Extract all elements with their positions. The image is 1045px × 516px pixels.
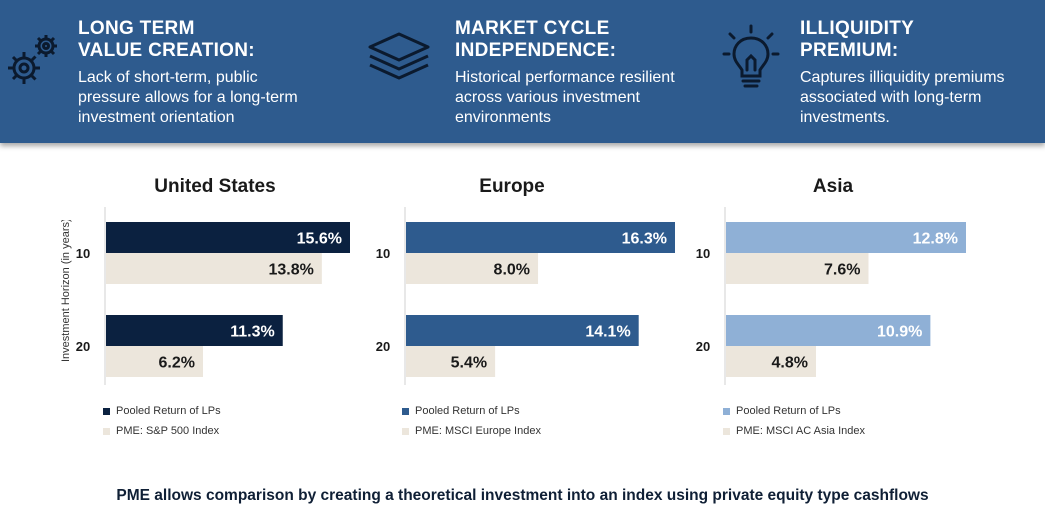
bar bbox=[106, 315, 283, 346]
legend-europe: Pooled Return of LPs PME: MSCI Europe In… bbox=[402, 401, 541, 441]
bar bbox=[726, 346, 816, 377]
feature-desc-line: Lack of short-term, public bbox=[78, 69, 258, 86]
category-tick-label: 10 bbox=[376, 246, 390, 261]
legend-item: Pooled Return of LPs bbox=[402, 401, 541, 421]
feature-illiquidity: ILLIQUIDITY PREMIUM: Captures illiquidit… bbox=[800, 18, 1005, 128]
feature-market-cycle: MARKET CYCLE INDEPENDENCE: Historical pe… bbox=[455, 18, 675, 128]
feature-title: PREMIUM: bbox=[800, 40, 899, 61]
bar bbox=[106, 222, 350, 253]
feature-title: LONG TERM bbox=[78, 18, 195, 39]
bar bbox=[106, 253, 322, 284]
feature-desc-line: investments. bbox=[800, 109, 890, 126]
gears-icon bbox=[8, 35, 57, 84]
feature-description: Historical performance resilient across … bbox=[455, 68, 675, 128]
feature-description: Lack of short-term, public pressure allo… bbox=[78, 68, 298, 128]
legend-asia: Pooled Return of LPs PME: MSCI AC Asia I… bbox=[723, 401, 865, 441]
bar bbox=[406, 253, 539, 284]
footer-note: PME allows comparison by creating a theo… bbox=[116, 487, 929, 504]
legend-item: Pooled Return of LPs bbox=[103, 401, 221, 421]
legend-swatch bbox=[103, 427, 110, 435]
feature-desc-line: pressure allows for a long-term bbox=[78, 89, 298, 106]
feature-desc-line: associated with long-term bbox=[800, 89, 982, 106]
legend-item: Pooled Return of LPs bbox=[723, 401, 865, 421]
legend-swatch bbox=[103, 407, 110, 415]
data-label: 15.6% bbox=[297, 231, 342, 248]
feature-title: VALUE CREATION: bbox=[78, 40, 255, 61]
legend-label: Pooled Return of LPs bbox=[736, 405, 841, 417]
data-label: 13.8% bbox=[268, 262, 313, 279]
legend-swatch bbox=[402, 407, 409, 415]
feature-title: INDEPENDENCE: bbox=[455, 40, 617, 61]
legend-swatch bbox=[723, 407, 730, 415]
lightbulb-icon bbox=[722, 24, 780, 88]
chart-title-us: United States bbox=[154, 176, 276, 197]
data-label: 14.1% bbox=[585, 324, 630, 341]
feature-title: MARKET CYCLE bbox=[455, 18, 610, 39]
bar bbox=[106, 346, 203, 377]
legend-item: PME: MSCI Europe Index bbox=[402, 421, 541, 441]
feature-desc-line: across various investment bbox=[455, 89, 640, 106]
legend-label: PME: MSCI Europe Index bbox=[415, 425, 541, 437]
bar-chart-asia: 10 12.8% 7.6% 20 10.9% 4.8% bbox=[696, 207, 966, 385]
bar bbox=[406, 315, 639, 346]
feature-desc-line: environments bbox=[455, 109, 552, 126]
chart-title-europe: Europe bbox=[479, 176, 545, 197]
feature-long-term: LONG TERM VALUE CREATION: Lack of short-… bbox=[78, 18, 298, 128]
data-label: 11.3% bbox=[230, 324, 274, 341]
data-label: 6.2% bbox=[159, 355, 195, 372]
y-axis-label: Investment Horizon (in years) bbox=[60, 220, 72, 362]
legend-swatch bbox=[723, 427, 730, 435]
data-label: 12.8% bbox=[913, 231, 958, 248]
legend-label: PME: S&P 500 Index bbox=[116, 425, 220, 437]
bar-chart-us: 10 15.6% 13.8% 20 11.3% 6.2% bbox=[76, 207, 350, 385]
bar bbox=[406, 346, 496, 377]
category-tick-label: 20 bbox=[76, 339, 90, 354]
bar bbox=[726, 222, 966, 253]
feature-title: ILLIQUIDITY bbox=[800, 18, 915, 39]
category-tick-label: 10 bbox=[76, 246, 90, 261]
data-label: 10.9% bbox=[877, 324, 922, 341]
data-label: 4.8% bbox=[772, 355, 808, 372]
legend-label: PME: MSCI AC Asia Index bbox=[736, 425, 865, 437]
legend-swatch bbox=[402, 427, 409, 435]
feature-desc-line: investment orientation bbox=[78, 109, 235, 126]
category-tick-label: 20 bbox=[376, 339, 390, 354]
category-tick-label: 20 bbox=[696, 339, 710, 354]
legend-item: PME: MSCI AC Asia Index bbox=[723, 421, 865, 441]
legend-us: Pooled Return of LPs PME: S&P 500 Index bbox=[103, 401, 221, 441]
bar-chart-europe: 10 16.3% 8.0% 20 14.1% 5.4% bbox=[376, 207, 675, 385]
header-banner: LONG TERM VALUE CREATION: Lack of short-… bbox=[0, 0, 1045, 143]
data-label: 8.0% bbox=[494, 262, 530, 279]
feature-desc-line: Captures illiquidity premiums bbox=[800, 69, 1005, 86]
bar bbox=[726, 253, 869, 284]
data-label: 5.4% bbox=[451, 355, 487, 372]
chart-title-asia: Asia bbox=[812, 176, 854, 197]
category-tick-label: 10 bbox=[696, 246, 710, 261]
bar bbox=[406, 222, 675, 253]
legend-label: Pooled Return of LPs bbox=[116, 405, 221, 417]
feature-desc-line: Historical performance resilient bbox=[455, 69, 675, 86]
y-axis-label-text: Investment Horizon (in years) bbox=[60, 220, 72, 362]
layers-icon bbox=[368, 32, 430, 80]
bar bbox=[726, 315, 931, 346]
data-label: 7.6% bbox=[824, 262, 860, 279]
feature-description: Captures illiquidity premiums associated… bbox=[800, 68, 1005, 128]
legend-item: PME: S&P 500 Index bbox=[103, 421, 221, 441]
data-label: 16.3% bbox=[622, 231, 667, 248]
legend-label: Pooled Return of LPs bbox=[415, 405, 520, 417]
